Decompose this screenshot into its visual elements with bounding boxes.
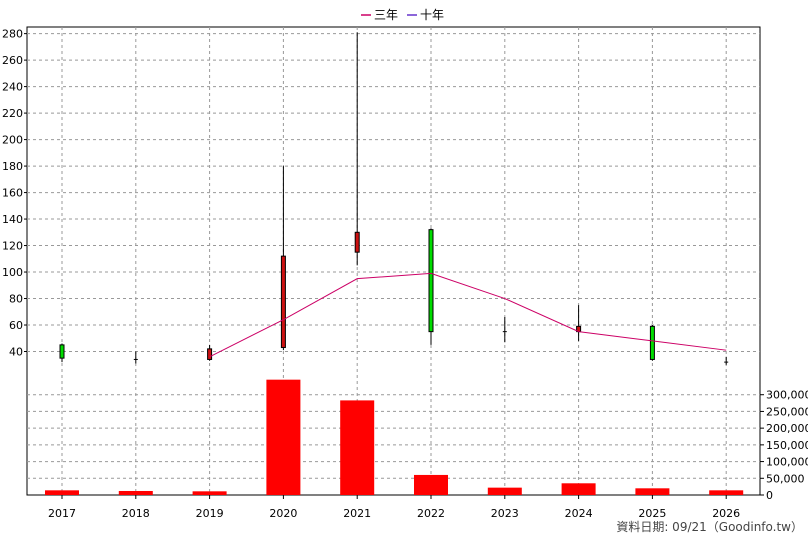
volume-bar [635, 488, 670, 495]
candle-body [649, 325, 655, 360]
three-year-average-line [209, 272, 727, 358]
price-tick-label: 240 [2, 81, 23, 94]
grid-lines [26, 26, 761, 496]
year-tick-label: 2026 [712, 507, 740, 520]
price-tick-label: 140 [2, 213, 23, 226]
price-tick-label: 260 [2, 54, 23, 67]
volume-bar [266, 379, 301, 495]
volume-tick-label: 200,000 [766, 422, 808, 435]
year-tick-label: 2019 [196, 507, 224, 520]
volume-bar [487, 487, 522, 495]
volume-tick-label: 50,000 [766, 472, 805, 485]
volume-tick-label: 0 [766, 489, 773, 502]
price-tick-label: 40 [9, 346, 23, 359]
volume-bar [192, 491, 227, 495]
price-tick-label: 120 [2, 240, 23, 253]
price-tick-label: 160 [2, 187, 23, 200]
year-tick-label: 2017 [48, 507, 76, 520]
candlesticks [59, 32, 729, 365]
price-tick-label: 60 [9, 319, 23, 332]
year-tick-label: 2021 [343, 507, 371, 520]
year-axis: 2017 2018 2019 2020 2021 2022 2023 2024 2025 2026 [48, 495, 740, 520]
volume-bar [709, 490, 744, 495]
price-tick-label: 180 [2, 160, 23, 173]
candle-body [59, 344, 65, 359]
price-tick-label: 80 [9, 293, 23, 306]
legend-label-ten-year: 十年 [420, 8, 444, 22]
volume-tick-label: 250,000 [766, 405, 808, 418]
volume-bar [561, 483, 596, 495]
price-tick-label: 280 [2, 28, 23, 41]
volume-tick-label: 150,000 [766, 439, 808, 452]
three-year-average-polyline [209, 272, 727, 358]
price-tick-label: 100 [2, 266, 23, 279]
candle-body [280, 255, 286, 349]
data-date-footer: 資料日期: 09/21（Goodinfo.tw） [616, 520, 803, 534]
price-tick-label: 220 [2, 107, 23, 120]
volume-bar [45, 490, 79, 495]
year-tick-label: 2024 [565, 507, 593, 520]
volume-bar [340, 400, 375, 495]
year-tick-label: 2025 [638, 507, 666, 520]
legend-label-three-year: 三年 [374, 8, 398, 22]
candle-body [207, 348, 213, 360]
year-tick-label: 2018 [122, 507, 150, 520]
volume-bar [414, 474, 448, 495]
price-axis: 40 60 80 100 120 140 160 180 200 220 240 260 280 [2, 28, 27, 359]
year-tick-label: 2022 [417, 507, 445, 520]
volume-tick-label: 100,000 [766, 456, 808, 469]
candle-body [354, 231, 360, 253]
legend: 三年 十年 [361, 8, 444, 22]
volume-bars [45, 379, 744, 495]
volume-tick-label: 300,000 [766, 389, 808, 402]
year-tick-label: 2023 [491, 507, 519, 520]
volume-bar [118, 490, 153, 495]
volume-axis: 0 50,000 100,000 150,000 200,000 250,000 300,0… [760, 389, 808, 502]
year-tick-label: 2020 [269, 507, 297, 520]
price-tick-label: 200 [2, 134, 23, 147]
plot-frame [26, 26, 761, 496]
candle-body [428, 229, 434, 333]
